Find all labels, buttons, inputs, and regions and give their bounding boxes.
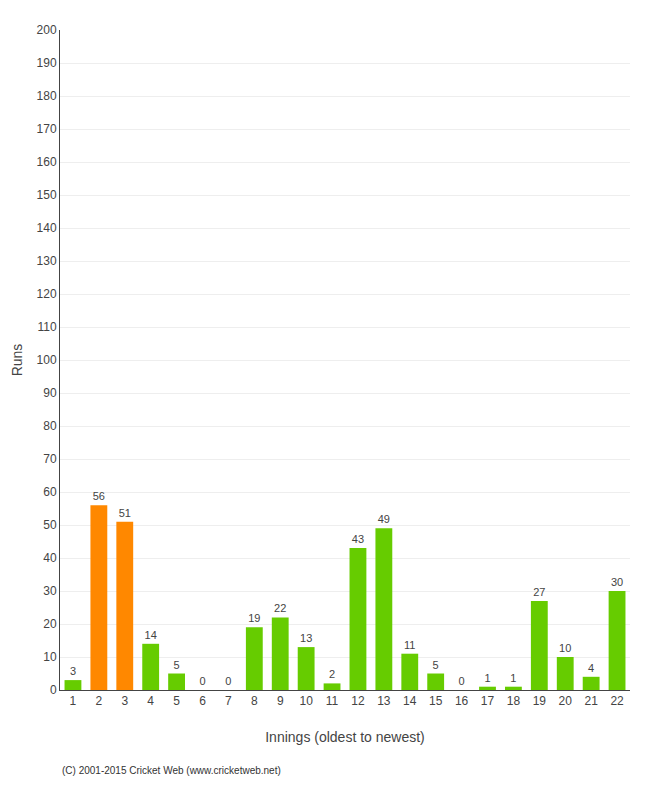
- svg-text:(C) 2001-2015 Cricket Web (www: (C) 2001-2015 Cricket Web (www.cricketwe…: [62, 765, 281, 776]
- svg-text:3: 3: [121, 694, 128, 708]
- svg-text:0: 0: [225, 675, 231, 687]
- svg-text:120: 120: [37, 287, 57, 301]
- svg-text:30: 30: [611, 576, 623, 588]
- svg-text:13: 13: [377, 694, 391, 708]
- svg-text:11: 11: [404, 639, 415, 651]
- svg-text:70: 70: [43, 452, 57, 466]
- svg-text:170: 170: [37, 122, 57, 136]
- svg-text:30: 30: [43, 584, 57, 598]
- svg-text:90: 90: [43, 386, 57, 400]
- svg-text:49: 49: [378, 513, 390, 525]
- svg-text:22: 22: [610, 694, 624, 708]
- svg-text:19: 19: [533, 694, 547, 708]
- svg-text:15: 15: [429, 694, 443, 708]
- svg-text:160: 160: [37, 155, 57, 169]
- svg-text:180: 180: [37, 89, 57, 103]
- svg-text:10: 10: [299, 694, 313, 708]
- svg-text:130: 130: [37, 254, 57, 268]
- svg-text:200: 200: [37, 23, 57, 37]
- svg-text:Runs: Runs: [9, 344, 25, 377]
- svg-text:20: 20: [43, 617, 57, 631]
- svg-text:27: 27: [533, 586, 545, 598]
- svg-text:3: 3: [70, 665, 76, 677]
- svg-text:6: 6: [199, 694, 206, 708]
- svg-text:40: 40: [43, 551, 57, 565]
- svg-text:5: 5: [173, 694, 180, 708]
- svg-text:56: 56: [93, 490, 105, 502]
- svg-text:17: 17: [481, 694, 495, 708]
- svg-text:4: 4: [147, 694, 154, 708]
- svg-text:0: 0: [459, 675, 465, 687]
- svg-text:60: 60: [43, 485, 57, 499]
- svg-text:16: 16: [455, 694, 469, 708]
- svg-text:1: 1: [510, 672, 516, 684]
- svg-text:19: 19: [248, 612, 260, 624]
- svg-text:10: 10: [559, 642, 571, 654]
- svg-text:11: 11: [326, 694, 339, 708]
- svg-text:18: 18: [507, 694, 521, 708]
- svg-text:14: 14: [145, 629, 157, 641]
- svg-text:21: 21: [584, 694, 598, 708]
- svg-text:12: 12: [351, 694, 365, 708]
- svg-text:Innings (oldest to newest): Innings (oldest to newest): [265, 729, 425, 745]
- svg-text:43: 43: [352, 533, 364, 545]
- svg-text:7: 7: [225, 694, 232, 708]
- svg-text:80: 80: [43, 419, 57, 433]
- svg-text:150: 150: [37, 188, 57, 202]
- svg-text:10: 10: [43, 650, 57, 664]
- svg-text:110: 110: [37, 320, 56, 334]
- svg-text:0: 0: [50, 683, 57, 697]
- svg-text:14: 14: [403, 694, 417, 708]
- svg-text:2: 2: [329, 668, 335, 680]
- svg-text:50: 50: [43, 518, 57, 532]
- svg-text:22: 22: [274, 602, 286, 614]
- svg-text:140: 140: [37, 221, 57, 235]
- svg-text:9: 9: [277, 694, 284, 708]
- svg-text:8: 8: [251, 694, 258, 708]
- svg-text:2: 2: [96, 694, 103, 708]
- svg-text:20: 20: [559, 694, 573, 708]
- svg-text:4: 4: [588, 662, 594, 674]
- svg-text:190: 190: [37, 56, 57, 70]
- svg-text:5: 5: [174, 659, 180, 671]
- svg-text:13: 13: [300, 632, 312, 644]
- svg-text:5: 5: [433, 659, 439, 671]
- svg-text:51: 51: [119, 507, 131, 519]
- svg-text:100: 100: [37, 353, 57, 367]
- svg-text:0: 0: [199, 675, 205, 687]
- svg-text:1: 1: [484, 672, 490, 684]
- svg-text:1: 1: [70, 694, 77, 708]
